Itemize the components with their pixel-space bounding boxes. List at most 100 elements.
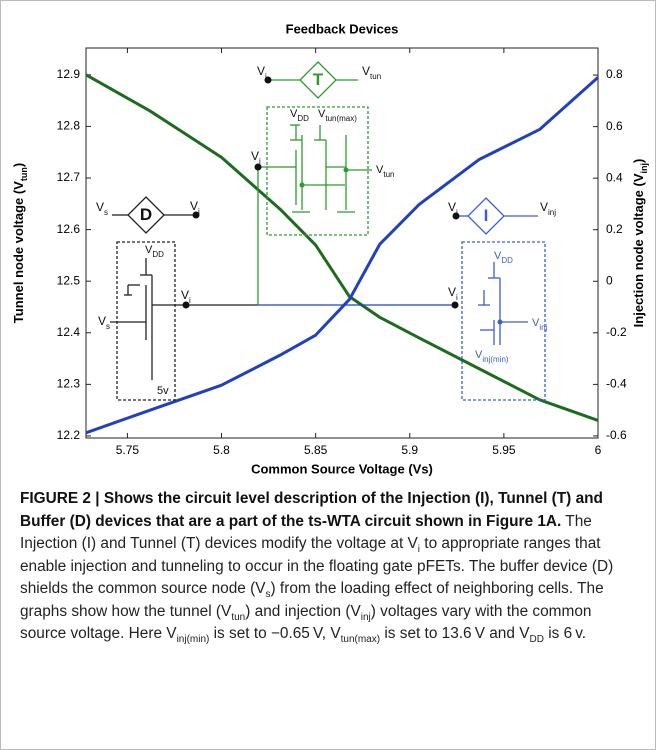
- annotation-sub: s: [104, 208, 108, 217]
- annotation-sub: inj: [548, 208, 556, 217]
- annotation-sub: s: [106, 322, 110, 331]
- annotation-text: V: [98, 314, 106, 328]
- annotation: Vs: [96, 200, 108, 216]
- annotation-sub: tun: [370, 72, 381, 81]
- y2-tick-label: 0.6: [606, 119, 623, 133]
- annotation: Vinj(min): [475, 349, 509, 364]
- y-axis-label-part: tun: [19, 167, 29, 181]
- y2-axis-label-part: Injection node voltage (V: [631, 173, 646, 327]
- caption-sub: i: [417, 544, 421, 556]
- y2-tick-label: -0.6: [606, 428, 627, 442]
- annotation: D: [140, 205, 152, 224]
- caption-sub: inj: [360, 611, 371, 623]
- caption-sub: inj(min): [176, 634, 210, 646]
- y-tick-label: 12.5: [57, 273, 81, 287]
- annotation-sub: DD: [152, 250, 164, 259]
- y-tick-label: 12.4: [57, 325, 81, 339]
- y-tick-label: 12.2: [57, 428, 81, 442]
- annotation-text: V: [145, 244, 153, 256]
- caption-text: ) voltages vary with the common source v…: [20, 602, 592, 643]
- chart: Feedback Devices Common Source Voltage (…: [11, 21, 649, 476]
- figure-caption: FIGURE 2 | Shows the circuit level descr…: [20, 488, 640, 646]
- annotation-sub: DD: [297, 114, 309, 123]
- chart-title: Feedback Devices: [286, 21, 399, 36]
- annotation: Vtun: [376, 164, 394, 179]
- caption-text: to appropriate ranges that enable inject…: [20, 535, 614, 597]
- annotation-sub: tun: [383, 170, 394, 179]
- x-tick-label: 5.95: [492, 443, 516, 457]
- line-series: [85, 73, 599, 422]
- plot: 5.75 5.8 5.85 5.9 5.95 6 12.2 12.3 12.4 12.5 12.6 1…: [11, 47, 649, 457]
- junction-dots: [182, 76, 503, 325]
- caption-bold: FIGURE 2 | Shows the circuit level descr…: [20, 490, 603, 530]
- annotation: Vtun: [362, 64, 381, 80]
- caption-text: is set to −0.65 V, V: [209, 625, 341, 642]
- annotation-text: 5v: [157, 385, 169, 397]
- annotation: I: [484, 206, 489, 225]
- y-tick-label: 12.8: [57, 119, 81, 133]
- y2-tick-label: 0.2: [606, 222, 623, 236]
- y2-axis-label: Injection node voltage (Vinj): [631, 159, 649, 328]
- y-axis-label: Tunnel node voltage (Vtun): [11, 163, 29, 323]
- y-tick-label: 12.9: [57, 67, 81, 81]
- annotation: Vi: [181, 288, 191, 304]
- annotation-sub: i: [265, 72, 267, 81]
- annotation: Vi: [251, 149, 261, 165]
- annotation-sub: inj(min): [482, 355, 509, 364]
- y-tick-label: 12.6: [57, 222, 81, 236]
- annotation-sub: inj: [539, 323, 547, 332]
- y-tick-label: 12.7: [57, 170, 81, 184]
- annotation-sub: i: [259, 157, 261, 166]
- x-tick-label: 5.9: [401, 443, 418, 457]
- annotation-text: V: [448, 200, 456, 214]
- y2-tick-label: -0.2: [606, 325, 627, 339]
- annotation: Vinj: [532, 317, 548, 332]
- annotation-text: V: [475, 349, 483, 361]
- y2-axis-label-part: inj: [639, 163, 649, 174]
- annotation-sub: tun(max): [325, 114, 357, 123]
- annotation: Vi: [448, 285, 458, 301]
- caption-sub: tun(max): [340, 634, 381, 646]
- y-axis-label-part: ): [11, 163, 26, 167]
- annotation-text: V: [96, 200, 104, 214]
- annotation-sub: i: [198, 207, 200, 216]
- annotation-text: T: [313, 70, 324, 89]
- caption-sub: s: [265, 589, 271, 601]
- x-tick-label: 5.75: [116, 443, 140, 457]
- annotation-text: V: [190, 199, 198, 213]
- caption-text: The Injection (I) and Tunnel (T) devices…: [20, 512, 592, 553]
- annotation: T: [313, 70, 324, 89]
- plot-frame: [85, 47, 599, 439]
- annotation-text: V: [448, 285, 456, 299]
- annotation-text: V: [290, 108, 298, 120]
- annotation-text: V: [257, 64, 265, 78]
- annotation-text: V: [376, 164, 384, 176]
- x-tick-label: 6: [595, 443, 602, 457]
- annotation-text: V: [251, 149, 259, 163]
- line-series: [85, 76, 599, 435]
- caption-text: is set to 13.6 V and V: [380, 625, 530, 642]
- annotation: Vtun(max): [318, 108, 357, 123]
- annotation-text: V: [494, 250, 502, 262]
- caption-sub: tun: [231, 611, 246, 623]
- annotation: Vi: [190, 199, 200, 215]
- annotation-sub: i: [456, 293, 458, 302]
- caption-text: is 6 v.: [543, 625, 587, 642]
- annotation-text: V: [540, 200, 548, 214]
- annotation-text: D: [140, 205, 152, 224]
- x-axis-label: Common Source Voltage (Vs): [251, 461, 433, 476]
- annotation-text: I: [484, 206, 489, 225]
- y-axis-label-part: Tunnel node voltage (V: [11, 181, 26, 323]
- annotation: VDD: [290, 108, 309, 123]
- annotation-sub: i: [189, 296, 191, 305]
- y2-axis-label-part: ): [631, 159, 646, 163]
- annotation-sub: DD: [501, 256, 513, 265]
- annotation: Vinj: [540, 200, 556, 216]
- y2-tick-label: 0.4: [606, 170, 623, 184]
- annotation: Vi: [257, 64, 267, 80]
- annotation-text: V: [181, 288, 189, 302]
- y-tick-label: 12.3: [57, 377, 81, 391]
- caption-text: ) and injection (V: [245, 602, 361, 620]
- y2-tick-label: 0: [606, 273, 613, 287]
- injection-device: [456, 197, 546, 401]
